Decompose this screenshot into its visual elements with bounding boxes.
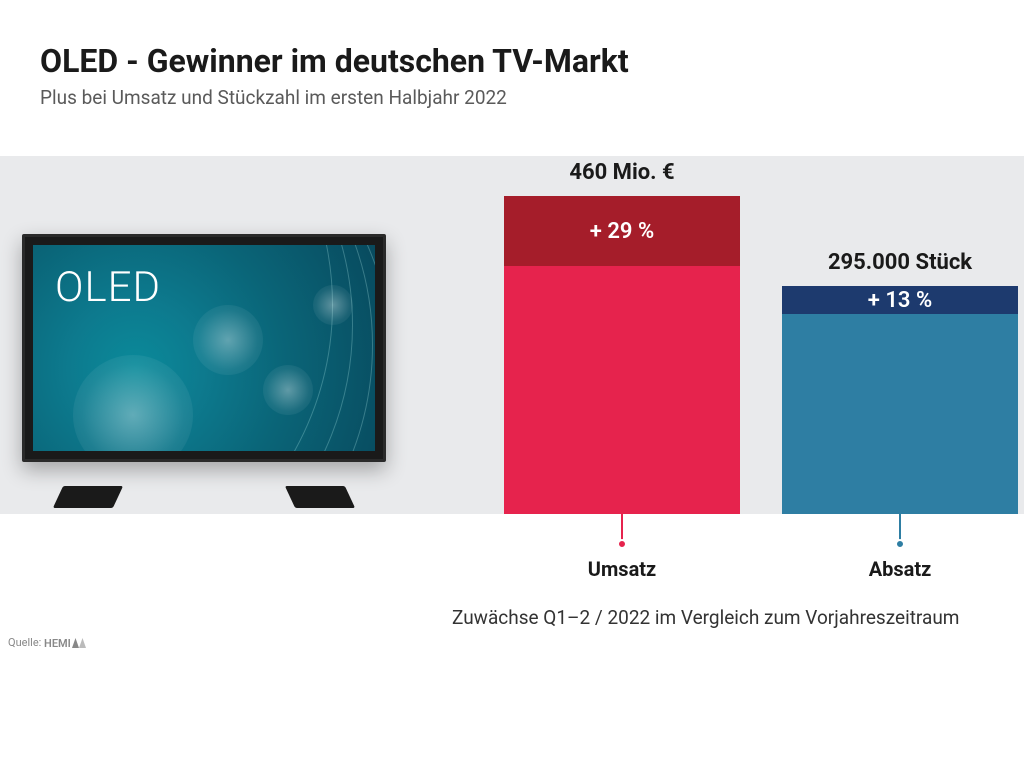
tv-illustration: OLED [22,234,386,490]
source-attribution: Quelle: HEMI [8,636,86,650]
bar-name-label-umsatz: Umsatz [504,557,740,581]
bar-name-label-absatz: Absatz [782,557,1018,581]
tv-screen: OLED [33,245,375,451]
tv-stand [285,486,355,508]
page-title: OLED - Gewinner im deutschen TV-Markt [40,42,984,80]
bar-value-label-umsatz: 460 Mio. € [504,160,740,185]
bar-connector-dot-umsatz [617,539,627,549]
header: OLED - Gewinner im deutschen TV-Markt Pl… [0,0,1024,129]
source-brand: HEMI [44,637,86,650]
chart-footnote: Zuwächse Q1–2 / 2022 im Vergleich zum Vo… [452,606,959,629]
bar-growth-segment-absatz: + 13 % [782,286,1018,314]
source-brand-text: HEMI [44,637,71,650]
tv-stand [53,486,123,508]
bar-connector-dot-absatz [895,539,905,549]
source-logo-icon [72,638,86,648]
page-subtitle: Plus bei Umsatz und Stückzahl im ersten … [40,86,984,109]
source-prefix: Quelle: [8,636,44,649]
bar-base-segment-absatz [782,314,1018,514]
bar-growth-segment-umsatz: + 29 % [504,196,740,266]
tv-frame: OLED [22,234,386,462]
bar-value-label-absatz: 295.000 Stück [782,250,1018,275]
bar-base-segment-umsatz [504,266,740,514]
tv-oled-label: OLED [55,263,161,312]
